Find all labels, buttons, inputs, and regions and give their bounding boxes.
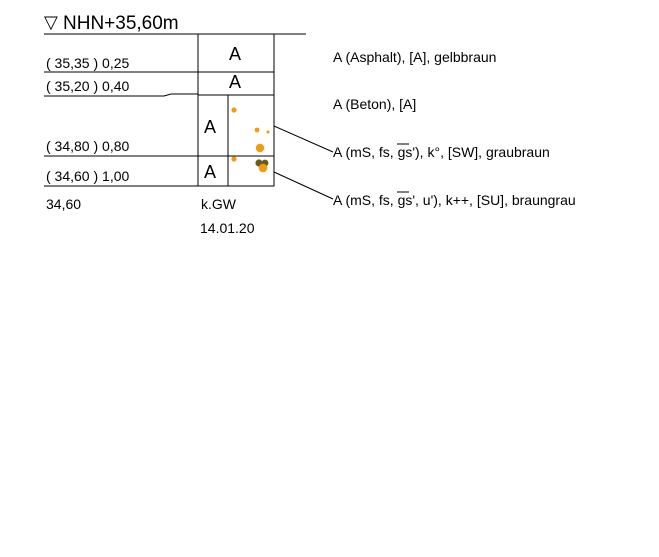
groundwater-label: k.GW [201, 196, 237, 212]
grain-dot [254, 127, 260, 133]
layer-level-2: ( 35,20 ) 0,40 [46, 78, 129, 94]
bottom-elevation: 34,60 [46, 196, 81, 212]
description-leader-4 [273, 171, 334, 200]
elevation-header: NHN+35,60m [63, 13, 179, 34]
grain-dot [231, 156, 237, 162]
grain-dot [258, 163, 268, 173]
layer-description-1: A (Asphalt), [A], gelbbraun [333, 49, 496, 65]
layer-level-4: ( 34,60 ) 1,00 [46, 168, 129, 184]
grain-dot [231, 107, 237, 113]
soil-symbol-3: A [204, 117, 216, 137]
soil-symbol-4: A [204, 162, 216, 182]
grain-dot [255, 143, 265, 153]
layer-description-3: A (mS, fs, gs'), k°, [SW], graubraun [333, 144, 550, 160]
layer-description-2: A (Beton), [A] [333, 96, 416, 112]
soil-symbol-1: A [229, 44, 241, 64]
groundwater-date: 14.01.20 [200, 220, 255, 236]
grain-dots [231, 107, 270, 173]
layer-level-3: ( 34,80 ) 0,80 [46, 138, 129, 154]
boring-column [197, 33, 275, 187]
level-leader-2 [44, 93, 198, 97]
water-level-symbol: ▽ [44, 12, 58, 32]
description-leader-3 [273, 125, 334, 153]
soil-symbol-2: A [229, 72, 241, 92]
layer-description-4: A (mS, fs, gs', u'), k++, [SU], braungra… [333, 192, 576, 208]
grain-dot [266, 130, 270, 134]
layer-level-1: ( 35,35 ) 0,25 [46, 55, 129, 71]
